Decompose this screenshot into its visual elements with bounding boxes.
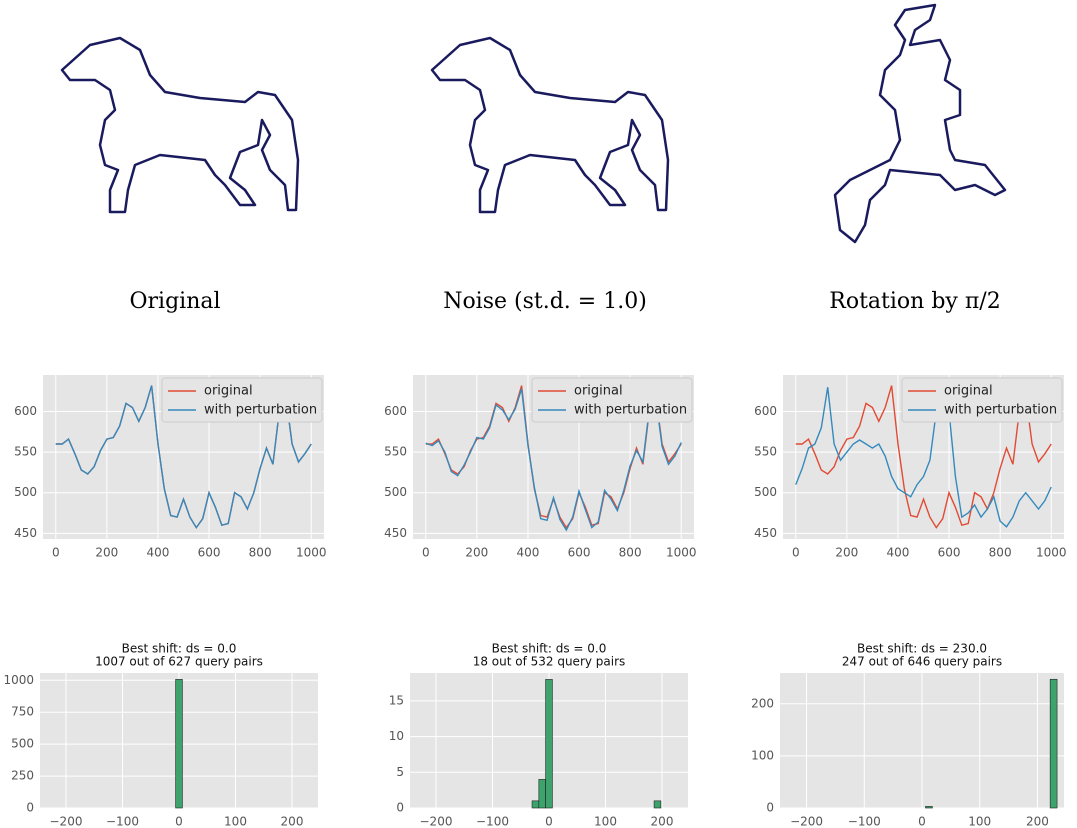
x-tick-label: 100: [968, 815, 991, 828]
x-tick-label: 600: [938, 546, 961, 560]
histogram-bar: [175, 679, 183, 809]
x-tick-label: 200: [651, 815, 674, 828]
y-tick-label: 550: [754, 445, 777, 459]
x-tick-label: −100: [848, 815, 881, 828]
x-tick-label: 0: [918, 815, 926, 828]
x-tick-label: 100: [224, 815, 247, 828]
y-tick-label: 200: [751, 696, 774, 710]
y-tick-label: 10: [389, 729, 404, 743]
series-line: [55, 385, 312, 529]
x-tick-label: 0: [175, 815, 183, 828]
chart-title: 1007 out of 627 query pairs: [95, 655, 263, 669]
y-tick-label: 600: [14, 404, 37, 418]
histogram-bar: [1049, 678, 1058, 809]
y-tick-label: 100: [751, 748, 774, 762]
x-tick-label: 200: [95, 546, 118, 560]
x-tick-label: 800: [619, 546, 642, 560]
x-tick-label: 600: [568, 546, 591, 560]
x-tick-label: 1000: [666, 546, 697, 560]
x-tick-label: 400: [147, 546, 170, 560]
y-tick-label: 600: [384, 404, 407, 418]
x-tick-label: 200: [835, 546, 858, 560]
chart-title: 247 out of 646 query pairs: [842, 655, 1002, 669]
x-tick-label: 0: [792, 546, 800, 560]
y-tick-label: 500: [14, 485, 37, 499]
y-tick-label: 0: [396, 801, 404, 815]
y-tick-label: 600: [754, 404, 777, 418]
y-tick-label: 450: [384, 526, 407, 540]
y-tick-label: 500: [754, 485, 777, 499]
x-tick-label: 1000: [296, 546, 327, 560]
x-tick-label: 400: [517, 546, 540, 560]
y-tick-label: 1000: [3, 673, 34, 687]
x-tick-label: −200: [420, 815, 453, 828]
caption: Original: [129, 289, 220, 314]
series-line: [795, 384, 1052, 528]
y-tick-label: 550: [14, 445, 37, 459]
x-tick-label: 0: [52, 546, 60, 560]
x-tick-label: 800: [989, 546, 1012, 560]
legend-label: original: [574, 384, 623, 399]
histogram-bar: [531, 800, 540, 809]
y-tick-label: 0: [766, 801, 774, 815]
y-tick-label: 250: [11, 769, 34, 783]
x-tick-label: 0: [422, 546, 430, 560]
x-tick-label: 400: [887, 546, 910, 560]
legend-label: with perturbation: [574, 403, 687, 418]
y-tick-label: 0: [26, 801, 34, 815]
y-tick-label: 15: [389, 693, 404, 707]
chart-title: Best shift: ds = 230.0: [857, 642, 987, 656]
legend-box: [161, 377, 323, 423]
x-tick-label: 200: [281, 815, 304, 828]
legend-label: with perturbation: [204, 403, 317, 418]
series-line: [425, 388, 682, 532]
caption: Noise (st.d. = 1.0): [443, 289, 647, 314]
histogram-bar: [538, 779, 546, 809]
legend-box: [901, 377, 1063, 423]
shapes: [60, 3, 1007, 244]
y-tick-label: 750: [11, 705, 34, 719]
histogram-bar: [653, 800, 662, 809]
x-tick-label: −200: [50, 815, 83, 828]
legend-box: [531, 377, 693, 423]
caption: Rotation by π/2: [829, 289, 1000, 314]
x-tick-label: 200: [465, 546, 488, 560]
x-tick-label: 100: [594, 815, 617, 828]
x-tick-label: 0: [545, 815, 553, 828]
chart-title: 18 out of 532 query pairs: [473, 655, 626, 669]
x-tick-label: −100: [106, 815, 139, 828]
legend-label: original: [204, 384, 253, 399]
x-tick-label: −100: [476, 815, 509, 828]
chart-title: Best shift: ds = 0.0: [492, 642, 607, 656]
x-tick-label: 200: [1026, 815, 1049, 828]
x-tick-label: −200: [790, 815, 823, 828]
histogram-bar: [925, 806, 933, 809]
dog-original: [60, 36, 300, 214]
legend-label: with perturbation: [944, 403, 1057, 418]
legend-label: original: [944, 384, 993, 399]
chart-title: Best shift: ds = 0.0: [122, 642, 237, 656]
y-tick-label: 5: [396, 765, 404, 779]
y-tick-label: 450: [14, 526, 37, 540]
y-tick-label: 450: [754, 526, 777, 540]
dog-noise: [430, 36, 670, 214]
x-tick-label: 800: [249, 546, 272, 560]
y-tick-label: 550: [384, 445, 407, 459]
x-tick-label: 1000: [1036, 546, 1067, 560]
dog-rotated: [833, 3, 1007, 244]
y-tick-label: 500: [384, 485, 407, 499]
histogram-bar: [545, 679, 553, 809]
y-tick-label: 500: [11, 737, 34, 751]
x-tick-label: 600: [198, 546, 221, 560]
